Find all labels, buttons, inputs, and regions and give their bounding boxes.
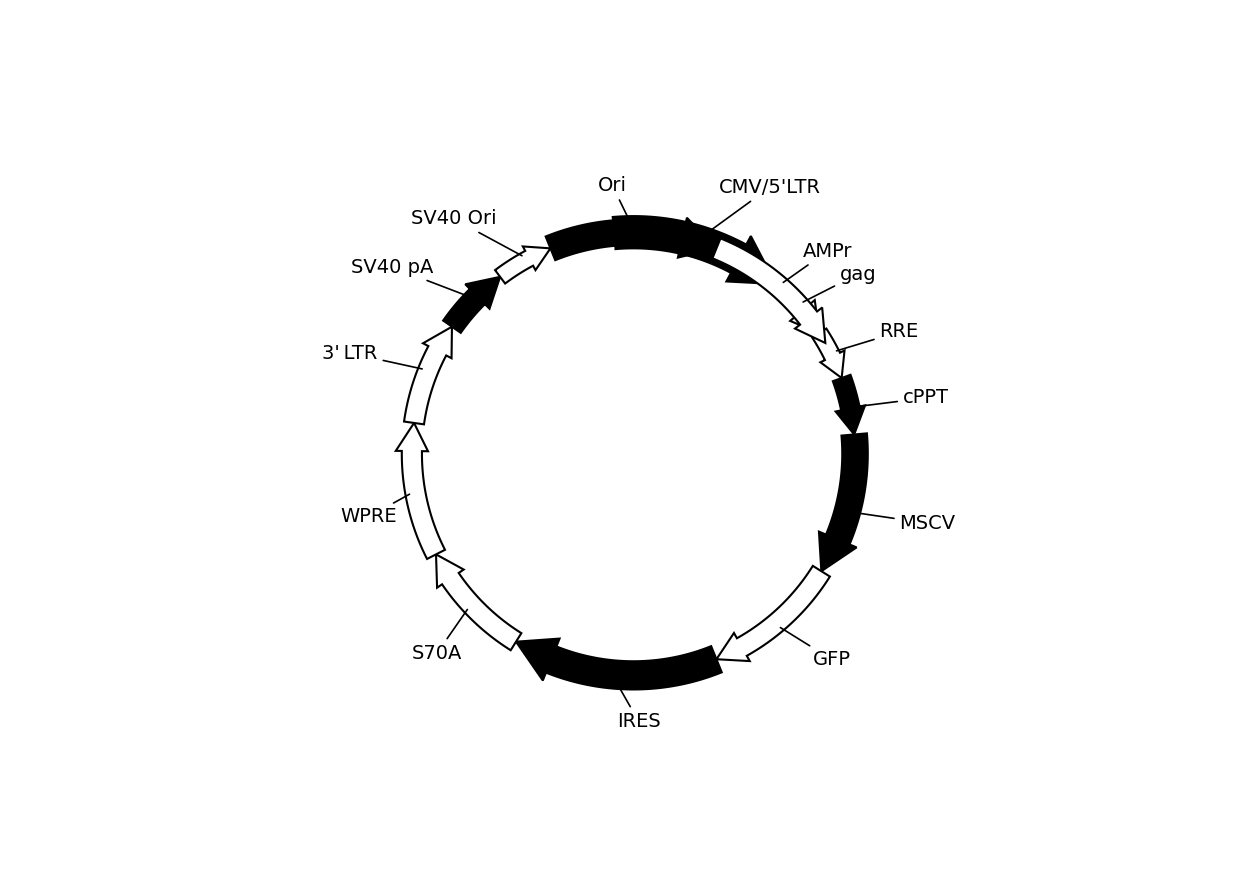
Polygon shape xyxy=(819,433,868,571)
Polygon shape xyxy=(812,329,844,378)
Text: cPPT: cPPT xyxy=(857,388,949,407)
Polygon shape xyxy=(712,238,826,343)
Text: GFP: GFP xyxy=(780,628,850,669)
Polygon shape xyxy=(717,566,829,661)
Polygon shape xyxy=(769,276,819,333)
Polygon shape xyxy=(517,638,722,690)
Text: SV40 pA: SV40 pA xyxy=(351,258,468,296)
Polygon shape xyxy=(613,216,776,284)
Polygon shape xyxy=(545,218,717,260)
Text: S70A: S70A xyxy=(412,610,467,663)
Polygon shape xyxy=(444,276,501,333)
Text: SV40 Ori: SV40 Ori xyxy=(410,209,522,255)
Polygon shape xyxy=(496,247,550,283)
Text: gag: gag xyxy=(803,264,876,302)
Text: CMV/5'LTR: CMV/5'LTR xyxy=(702,178,821,237)
Polygon shape xyxy=(396,423,445,559)
Text: RRE: RRE xyxy=(837,323,918,351)
Text: MSCV: MSCV xyxy=(854,513,955,533)
Text: Ori: Ori xyxy=(598,176,633,227)
Text: IRES: IRES xyxy=(616,680,660,731)
Text: WPRE: WPRE xyxy=(341,494,409,526)
Polygon shape xyxy=(436,555,522,651)
Text: 3' LTR: 3' LTR xyxy=(323,344,423,369)
Polygon shape xyxy=(833,375,865,434)
Text: AMPr: AMPr xyxy=(784,242,853,283)
Polygon shape xyxy=(404,327,452,425)
